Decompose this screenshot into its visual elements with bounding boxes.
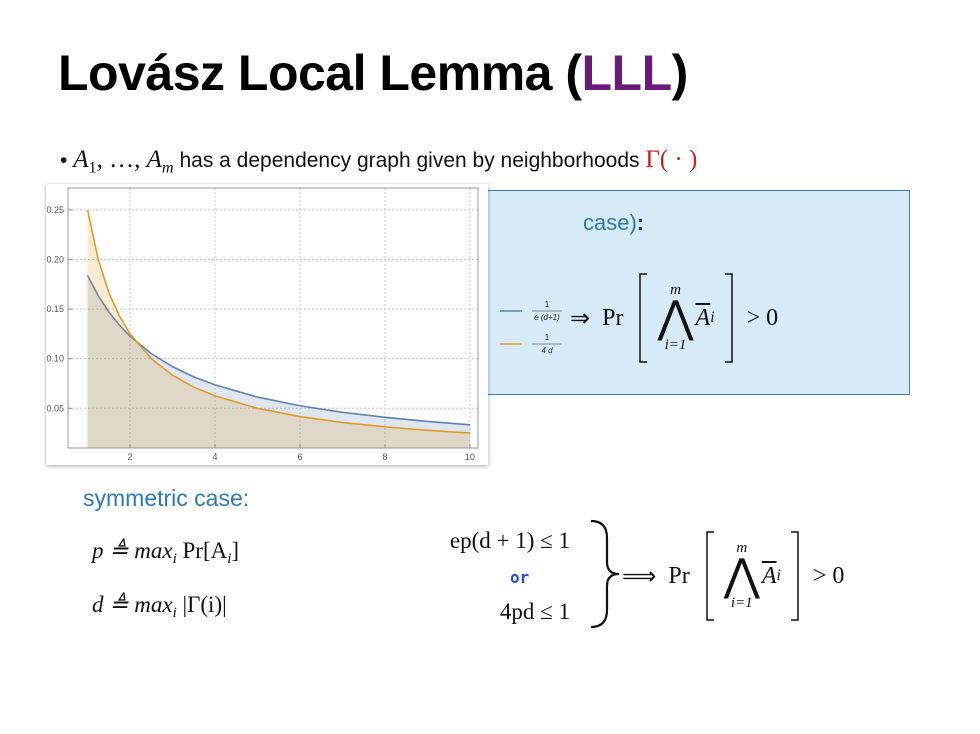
line — [86, 209, 470, 434]
implies: ⟹ — [622, 563, 657, 590]
def-part: d ≜ max — [92, 592, 173, 617]
slide-title: Lovász Local Lemma (LLL) — [58, 44, 688, 102]
y-tick-label: 0.15 — [46, 304, 64, 314]
condition: ep(d + 1) ≤ 1 — [449, 528, 570, 553]
bracket — [639, 273, 648, 363]
bracket — [790, 531, 799, 621]
math: A — [73, 146, 89, 173]
heading-colon: : — [636, 210, 645, 235]
or: or — [510, 568, 530, 587]
title-highlight: LLL — [581, 45, 673, 101]
def-part: i — [172, 551, 177, 568]
y-tick-label: 0.10 — [46, 354, 64, 364]
rhs: > 0 — [812, 562, 845, 589]
pr: Pr — [602, 304, 624, 331]
brace — [590, 519, 620, 629]
lower: i=1 — [730, 594, 753, 611]
plot-frame — [67, 187, 479, 449]
line — [86, 275, 470, 426]
event: A — [695, 304, 711, 331]
legend-denominator: 4 d — [541, 346, 553, 355]
legend-denominator: e (d+1) — [534, 313, 560, 322]
lower: i=1 — [664, 336, 687, 353]
bullet-text: has a dependency graph given by neighbor… — [173, 149, 646, 172]
y-tick-label: 0.20 — [46, 254, 64, 264]
upper: m — [736, 540, 748, 557]
big-wedge: m ⋀ i=1 — [724, 541, 760, 611]
y-tick-label: 0.25 — [46, 205, 64, 215]
x-tick-label: 10 — [465, 452, 475, 462]
def-part: i — [172, 605, 177, 622]
x-tick-label: 2 — [128, 452, 133, 462]
def-part: p ≜ max — [92, 538, 173, 563]
chart: 2 4 6 8 10 0.05 0.10 0.15 0.20 0.25 1 e (d+1) 1 4 d — [46, 184, 562, 465]
bracket — [724, 273, 733, 363]
math: Γ( · ) — [645, 146, 698, 173]
bullet: • A1, …, Am has a dependency graph given… — [60, 146, 697, 178]
legend-numerator: 1 — [545, 300, 550, 309]
title-text: Lovász Local Lemma ( — [58, 45, 582, 101]
def-part: |Γ(i)| — [176, 592, 227, 617]
upper: m — [670, 282, 681, 299]
bracket — [706, 531, 714, 621]
wedge: ⋀ — [723, 551, 760, 601]
math: 1 — [88, 158, 97, 177]
def-part: Pr[A — [176, 538, 228, 563]
event: A — [761, 562, 777, 589]
def-part: ] — [231, 538, 240, 563]
title-close: ) — [671, 45, 689, 101]
symmetric-heading: symmetric case: — [83, 485, 250, 511]
heading-text: case) — [583, 210, 637, 235]
event-sub: i — [776, 567, 781, 584]
math: m — [161, 158, 174, 177]
pr: Pr — [668, 562, 690, 589]
definition: d ≜ maxi |Γ(i)| — [92, 592, 227, 622]
y-tick-label: 0.05 — [46, 403, 64, 413]
math: , …, — [96, 146, 147, 173]
x-tick-label: 6 — [297, 452, 302, 462]
area — [87, 209, 470, 448]
legend-numerator: 1 — [545, 333, 550, 342]
bullet-marker: • — [60, 149, 68, 172]
definition: p ≜ maxi Pr[Ai] — [92, 538, 239, 568]
condition: 4pd ≤ 1 — [499, 599, 570, 624]
def-part: i — [227, 551, 232, 568]
wedge: ⋀ — [657, 293, 694, 343]
math: A — [146, 146, 162, 173]
x-tick-label: 4 — [212, 452, 217, 462]
implies: ⇒ — [570, 305, 591, 332]
x-tick-label: 8 — [382, 452, 387, 462]
event-sub: i — [710, 309, 715, 326]
big-wedge: m ⋀ i=1 — [657, 283, 693, 353]
area — [87, 275, 470, 448]
rhs: > 0 — [746, 304, 779, 331]
box-heading: case): — [583, 210, 644, 236]
